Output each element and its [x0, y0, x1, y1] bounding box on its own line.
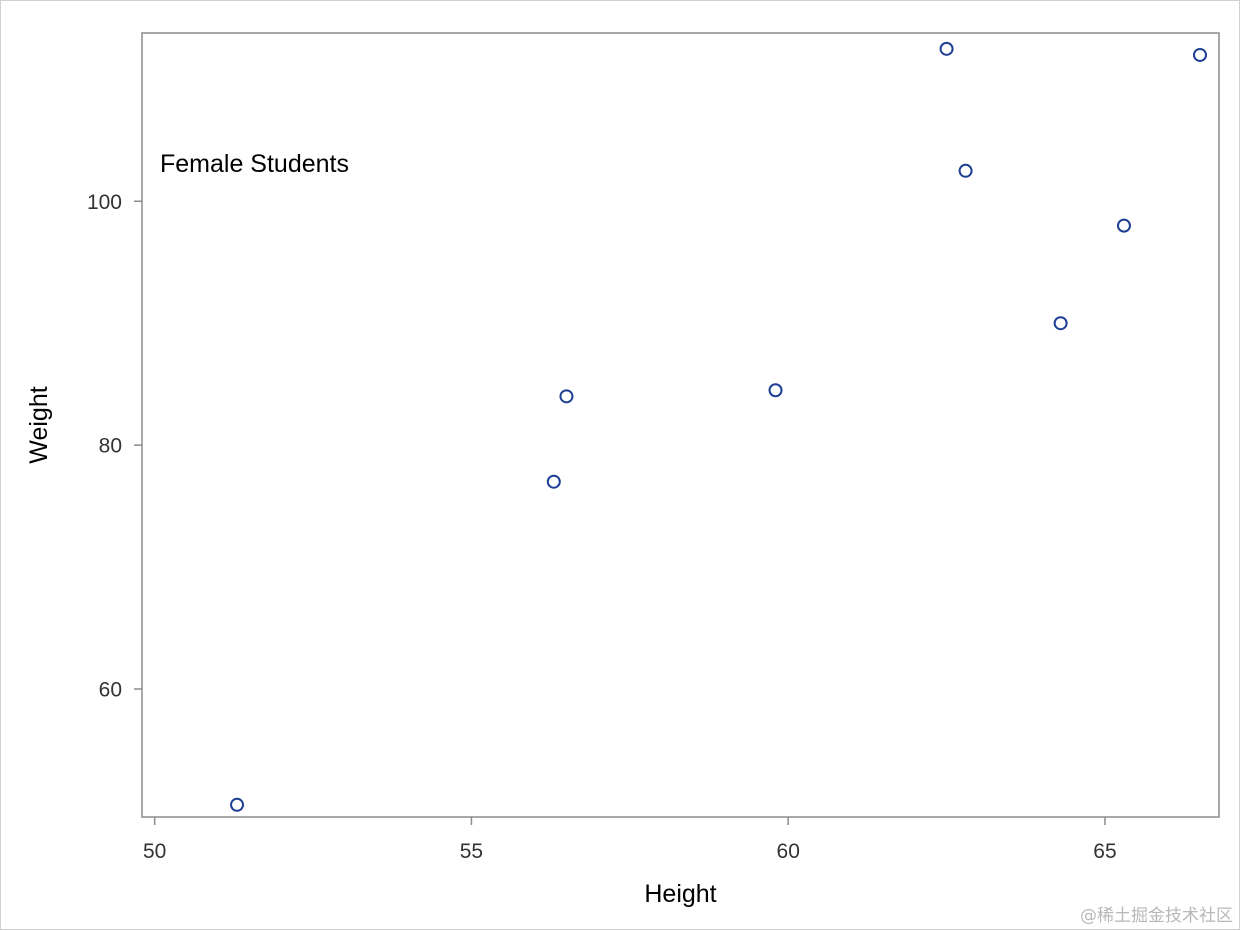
data-point	[939, 41, 954, 56]
x-axis: 50 55 60 65	[143, 817, 1117, 863]
x-axis-title: Height	[644, 880, 716, 908]
y-axis-title: Weight	[25, 386, 53, 463]
data-point	[546, 474, 561, 489]
y-tick-label: 100	[87, 191, 122, 214]
data-point	[1192, 47, 1207, 62]
y-tick-label: 80	[99, 435, 122, 458]
data-points	[230, 41, 1207, 812]
data-point	[1116, 218, 1131, 233]
data-point	[768, 383, 783, 398]
watermark: @稀土掘金技术社区	[1080, 906, 1233, 926]
plot-frame	[141, 32, 1220, 818]
data-point	[559, 389, 574, 404]
x-tick-label: 50	[143, 840, 166, 863]
inset-label: Female Students	[160, 150, 349, 178]
data-point	[958, 163, 973, 178]
y-tick-label: 60	[99, 678, 122, 701]
x-tick-label: 55	[460, 840, 483, 863]
data-point	[230, 797, 245, 812]
data-point	[1053, 316, 1068, 331]
y-axis: 60 80 100	[87, 191, 142, 701]
x-tick-label: 65	[1093, 840, 1116, 863]
x-tick-label: 60	[777, 840, 800, 863]
